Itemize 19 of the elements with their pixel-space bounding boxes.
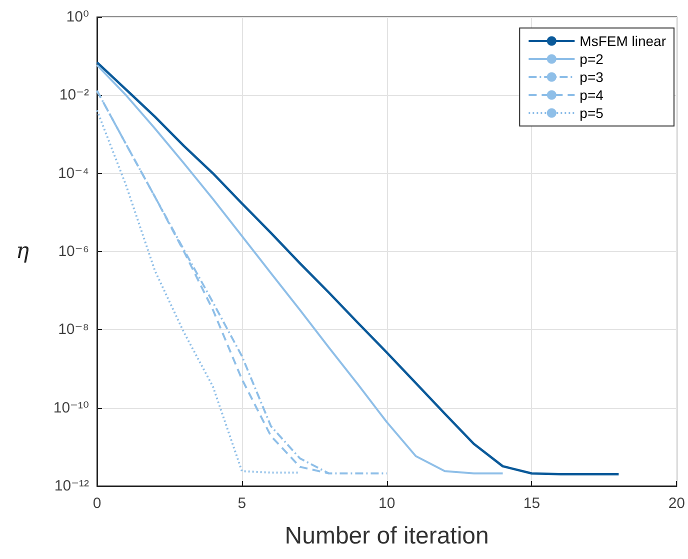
x-axis-title: Number of iteration [284, 522, 489, 550]
y-tick-label: 10⁻² [59, 86, 89, 104]
y-tick-label: 10⁻¹⁰ [53, 399, 89, 416]
legend-label: p=4 [580, 87, 604, 103]
legend-label: p=5 [580, 105, 604, 121]
y-tick-label: 10⁰ [66, 8, 89, 26]
y-axis-title: η [16, 239, 29, 264]
legend-label: p=2 [580, 51, 604, 67]
x-tick-label: 5 [238, 495, 246, 512]
x-tick-label: 10 [378, 495, 396, 512]
legend-label: MsFEM linear [580, 33, 666, 49]
y-tick-label: 10⁻⁸ [58, 321, 89, 338]
legend-label: p=3 [580, 69, 604, 85]
x-tick-label: 15 [523, 495, 540, 512]
y-tick-label: 10⁻⁶ [58, 243, 89, 260]
x-tick-label: 0 [92, 495, 102, 512]
y-tick-label: 10⁻⁴ [58, 164, 89, 182]
y-tick-label: 10⁻¹² [54, 478, 90, 494]
x-tick-label: 20 [668, 495, 685, 512]
